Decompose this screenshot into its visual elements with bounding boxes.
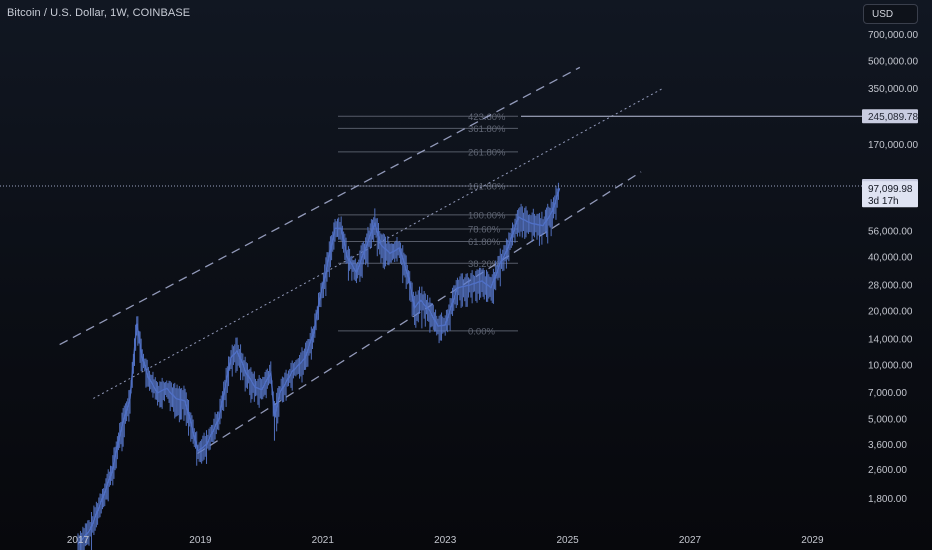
currency-selector-button[interactable]: USD [863, 4, 918, 24]
channel-middle-line [93, 88, 663, 399]
y-axis-tick-label: 1,800.00 [868, 494, 907, 505]
y-axis-tick-label: 40,000.00 [868, 253, 913, 264]
bar-countdown-label: 3d 17h [868, 196, 899, 207]
last-price-label: 97,099.98 [868, 184, 913, 195]
y-axis-tick-label: 350,000.00 [868, 84, 918, 95]
y-axis: 700,000.00 500,000.00 350,000.00 170,000.00… [868, 30, 918, 505]
y-axis-tick-label: 28,000.00 [868, 280, 913, 291]
x-axis-tick-label: 2023 [434, 535, 457, 546]
fib-level-label: 0.00% [468, 326, 495, 337]
fib-level-label: 78.60% [468, 225, 501, 236]
y-axis-tick-label: 170,000.00 [868, 140, 918, 151]
fib-level-label: 61.80% [468, 237, 501, 248]
y-axis-tick-label: 56,000.00 [868, 227, 913, 238]
y-axis-tick-label: 14,000.00 [868, 334, 913, 345]
price-tag-label: 245,089.78 [868, 112, 918, 123]
x-axis-tick-label: 2027 [679, 535, 702, 546]
y-axis-tick-label: 2,600.00 [868, 465, 907, 476]
fib-level-label: 38.20% [468, 259, 501, 270]
fib-level-label: 261.80% [468, 147, 506, 158]
y-axis-tick-label: 10,000.00 [868, 361, 913, 372]
x-axis-tick-label: 2025 [556, 535, 579, 546]
chart-title: Bitcoin / U.S. Dollar, 1W, COINBASE [7, 7, 191, 19]
x-axis-tick-label: 2021 [312, 535, 335, 546]
price-tag-box [862, 109, 918, 124]
fib-level-label: 100.00% [468, 210, 506, 221]
channel-upper-line [59, 66, 581, 346]
y-axis-tick-label: 7,000.00 [868, 388, 907, 399]
y-axis-tick-label: 3,600.00 [868, 440, 907, 451]
last-price-tag-box [862, 181, 918, 208]
fib-level-label: 361.80% [468, 124, 506, 135]
price-series-line [77, 188, 561, 545]
y-axis-tick-label: 20,000.00 [868, 307, 913, 318]
fib-level-label: 161.80% [468, 182, 506, 193]
x-axis-tick-label: 2017 [67, 535, 90, 546]
y-axis-tick-label: 700,000.00 [868, 30, 918, 41]
x-axis: 2017 2019 2021 2023 2025 2027 2029 [67, 535, 824, 546]
y-axis-tick-label: 500,000.00 [868, 56, 918, 67]
price-line [77, 182, 561, 550]
x-axis-tick-label: 2029 [801, 535, 824, 546]
y-axis-tick-label: 5,000.00 [868, 414, 907, 425]
x-axis-tick-label: 2019 [189, 535, 212, 546]
